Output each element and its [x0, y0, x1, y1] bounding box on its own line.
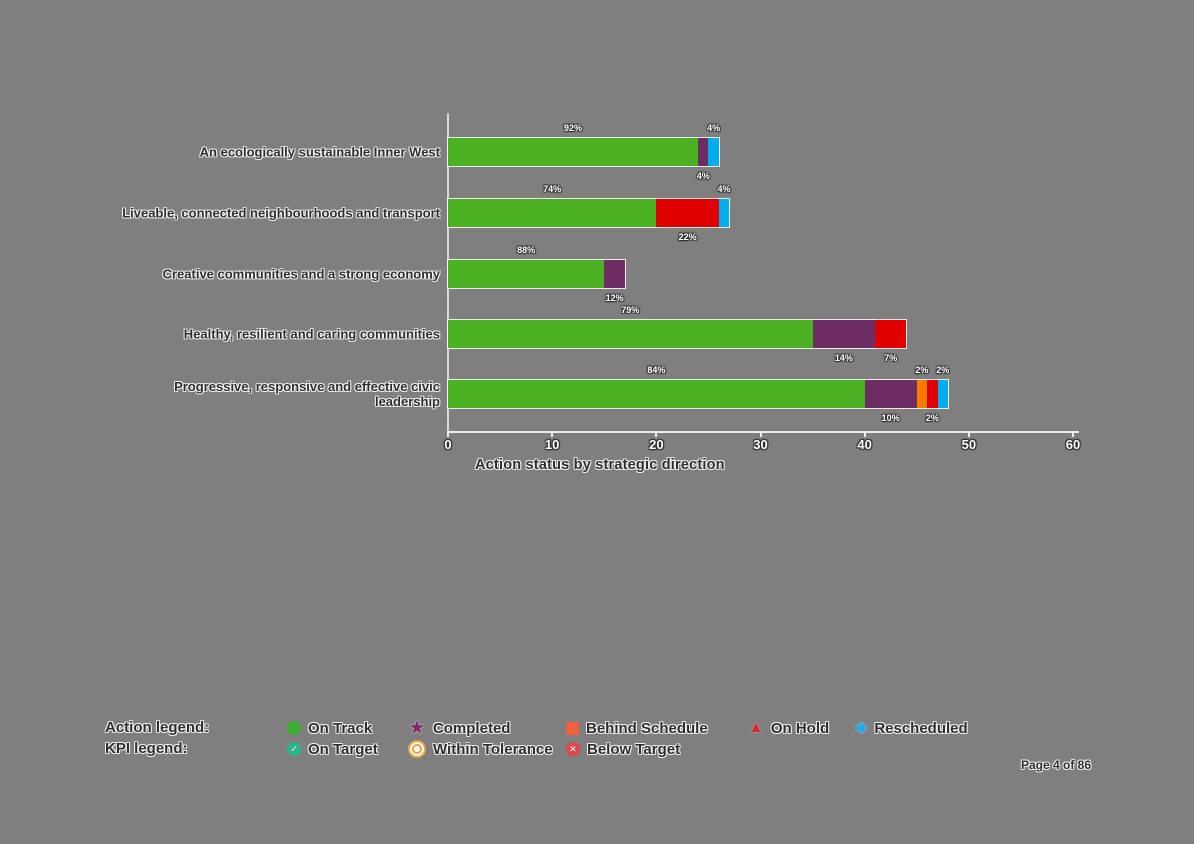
category-label-creative-communities-and-a-str: Creative communities and a strong econom…: [162, 266, 440, 281]
bar-value-label: 92%: [563, 123, 583, 133]
x-tick-mark: [655, 433, 658, 437]
chart-title: Action status by strategic direction: [475, 457, 725, 473]
circle-icon: [287, 721, 301, 735]
x-tick-label: 40: [857, 437, 872, 452]
bar-segment-on-track: 79%: [448, 305, 813, 348]
bar-segment-rescheduled: 2%: [936, 365, 949, 408]
legend-item-label: Within Tolerance: [433, 740, 553, 758]
category-label-progressive-responsive-and-eff: Progressive, responsive and effective ci…: [174, 379, 440, 409]
bar-row: 74% 22% 4%: [448, 184, 731, 242]
bar-segment-behind-schedule: 2%: [915, 365, 928, 408]
bar-segment-on-track: 84%: [448, 365, 865, 408]
bar-value-label: 88%: [517, 244, 536, 255]
bar-value-label: 4%: [707, 123, 721, 133]
bar-segment-on-hold: 7%: [875, 320, 907, 363]
bar-value-label: 79%: [621, 305, 640, 315]
legend-item-rescheduled: ◆ Rescheduled: [855, 718, 968, 738]
legend-item-label: Behind Schedule: [586, 719, 708, 737]
kpi-legend-label: KPI legend:: [105, 740, 188, 757]
x-circle-icon: ✕: [566, 742, 580, 756]
bar-value-label: 12%: [605, 292, 624, 303]
bar-value-label: 4%: [696, 171, 710, 181]
bar-segment-completed: 4%: [697, 138, 710, 181]
bar-value-label: 2%: [936, 365, 950, 375]
bar-value-label: 22%: [678, 232, 697, 242]
legend-item-within-tolerance: Within Tolerance: [408, 739, 553, 759]
legend-item-on-hold: ▲ On Hold: [748, 718, 829, 738]
action-legend-label: Action legend:: [105, 719, 210, 736]
bar-value-label: 7%: [884, 353, 898, 363]
bar-segment-completed: 10%: [864, 380, 917, 423]
legend-item-label: Below Target: [587, 740, 681, 758]
bar-row: 88% 12%: [448, 245, 626, 303]
bar-segment-completed: 12%: [604, 259, 626, 303]
x-axis-line: [447, 431, 1079, 433]
x-tick-label: 30: [753, 437, 768, 452]
x-tick-label: 0: [444, 437, 452, 452]
x-tick-label: 60: [1065, 437, 1081, 452]
x-tick-label: 10: [544, 437, 560, 452]
star-icon: ★: [408, 717, 426, 739]
category-label-healthy-resilient-and-caring-c: Healthy, resilient and caring communitie…: [183, 326, 440, 342]
bar-value-label: 14%: [834, 353, 853, 363]
bar-segment-on-track: 74%: [448, 184, 657, 227]
triangle-icon: ▲: [748, 719, 764, 736]
legend-item-label: On Track: [308, 719, 373, 737]
legend-item-completed: ★ Completed: [408, 718, 510, 738]
bar-value-label: 2%: [925, 413, 939, 423]
legend-item-below-target: ✕ Below Target: [566, 739, 680, 759]
x-tick-label: 50: [961, 437, 977, 452]
x-tick-mark: [551, 433, 554, 437]
bar-row: 84% 10% 2% 2% 2%: [448, 365, 949, 423]
bar-value-label: 4%: [717, 184, 731, 194]
bar-segment-rescheduled: 4%: [707, 123, 720, 166]
bar-segment-on-hold: 2%: [926, 380, 939, 423]
bar-value-label: 84%: [647, 365, 666, 375]
x-tick-mark: [447, 433, 449, 437]
page-number: Page 4 of 86: [1021, 758, 1092, 772]
legend-item-label: Rescheduled: [874, 719, 968, 737]
bar-row: 92% 4% 4%: [448, 123, 720, 181]
bar-segment-on-hold: 22%: [656, 199, 719, 242]
legend-item-on-target: ✓ On Target: [287, 739, 378, 759]
category-label-liveable-connected-neighbourho: Liveable, connected neighbourhoods and t…: [122, 205, 440, 221]
category-label-an-ecologically-sustainable-in: An ecologically sustainable Inner West: [199, 144, 440, 160]
x-tick-label: 20: [649, 437, 664, 452]
bullseye-icon: [408, 740, 426, 758]
legend-item-behind-schedule: Behind Schedule: [566, 718, 708, 738]
x-tick-mark: [759, 433, 762, 437]
diamond-icon: ◆: [855, 719, 868, 736]
bar-value-label: 2%: [915, 365, 929, 375]
bar-segment-on-track: 92%: [448, 123, 698, 166]
x-tick-mark: [967, 433, 970, 437]
bar-segment-completed: 14%: [812, 320, 876, 363]
square-icon: [566, 721, 579, 735]
bar-segment-rescheduled: 4%: [718, 184, 731, 227]
bar-value-label: 74%: [543, 184, 562, 194]
check-circle-icon: ✓: [287, 742, 301, 756]
legend-item-label: On Target: [308, 740, 378, 758]
bar-segment-on-track: 88%: [448, 245, 605, 288]
legend-item-label: Completed: [432, 719, 511, 737]
x-tick-mark: [863, 433, 866, 437]
bar-row: 79% 14% 7%: [448, 305, 907, 363]
legend-item-label: On Hold: [770, 719, 830, 737]
x-tick-mark: [1072, 433, 1074, 437]
legend-item-on-track: On Track: [287, 718, 372, 738]
bar-value-label: 10%: [881, 413, 900, 423]
